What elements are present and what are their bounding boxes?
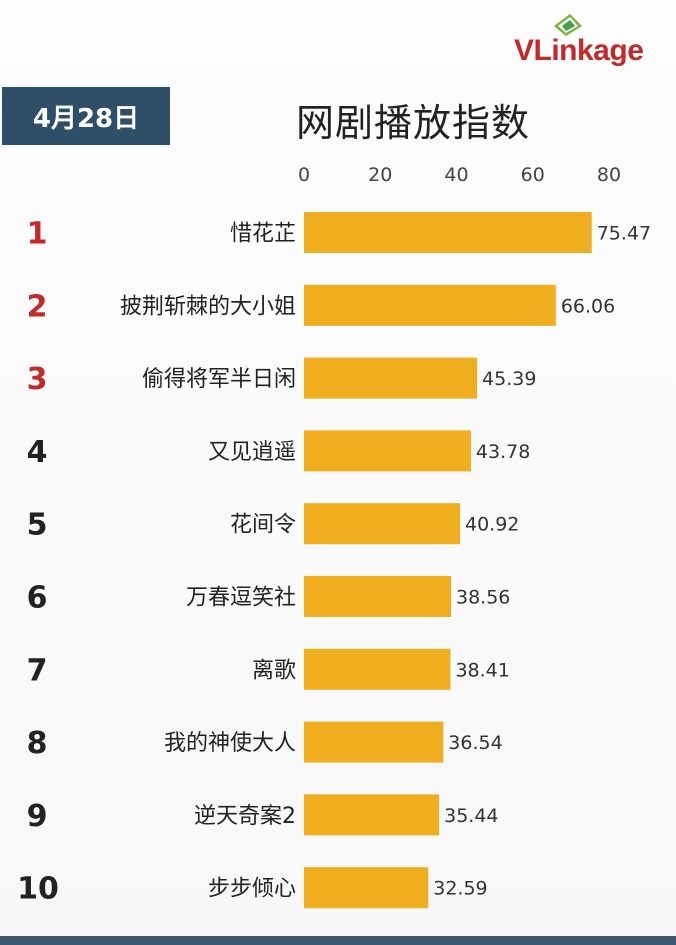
logo-text: VLinkage: [514, 34, 644, 67]
vlinkage-logo: VLinkage: [514, 12, 674, 74]
category-label: 花间令: [230, 513, 296, 538]
rank-number: 2: [27, 289, 48, 324]
rank-number: 6: [27, 581, 48, 616]
value-label: 36.54: [448, 732, 502, 754]
rank-number: 5: [27, 508, 48, 543]
bar: [304, 503, 461, 545]
bar: [304, 357, 478, 399]
value-label: 38.41: [455, 659, 509, 681]
rank-number: 8: [27, 726, 48, 761]
bar: [304, 721, 444, 763]
value-label: 43.78: [476, 441, 530, 463]
bar: [304, 212, 592, 253]
rank-number: 7: [27, 653, 48, 688]
value-label: 66.06: [561, 295, 615, 317]
rank-number: 4: [27, 435, 48, 470]
rank-number: 1: [27, 217, 48, 252]
value-label: 35.44: [444, 805, 498, 827]
bar: [304, 648, 451, 690]
bar: [304, 867, 429, 909]
category-label: 又见逍遥: [208, 440, 296, 465]
logo-cards-icon: [554, 14, 582, 36]
value-label: 40.92: [465, 514, 519, 536]
category-label: 惜花芷: [230, 222, 296, 247]
date-badge: 4月28日: [2, 87, 170, 145]
bar: [304, 794, 440, 836]
category-label: 披荆斩棘的大小姐: [120, 294, 296, 319]
x-tick-label: 0: [298, 164, 310, 186]
x-tick-label: 60: [521, 164, 545, 186]
rank-number: 9: [27, 799, 48, 834]
bottom-bar: [0, 936, 676, 945]
bar: [304, 284, 556, 326]
category-label: 我的神使大人: [164, 731, 296, 756]
category-label: 离歌: [252, 658, 296, 683]
rank-number: 3: [27, 362, 48, 397]
category-label: 万春逗笑社: [186, 586, 296, 611]
category-label: 步步倾心: [208, 877, 296, 902]
value-label: 38.56: [456, 587, 510, 609]
chart-title: 网剧播放指数: [296, 101, 531, 145]
value-label: 75.47: [597, 223, 651, 245]
rank-number: 10: [17, 872, 59, 907]
bar: [304, 576, 452, 617]
x-tick-label: 80: [597, 164, 621, 186]
category-label: 偷得将军半日闲: [142, 367, 296, 392]
x-tick-label: 20: [368, 164, 392, 186]
value-label: 32.59: [433, 878, 487, 900]
x-tick-label: 40: [444, 164, 468, 186]
bar: [304, 430, 471, 472]
category-label: 逆天奇案2: [194, 804, 296, 829]
value-label: 45.39: [482, 368, 536, 390]
